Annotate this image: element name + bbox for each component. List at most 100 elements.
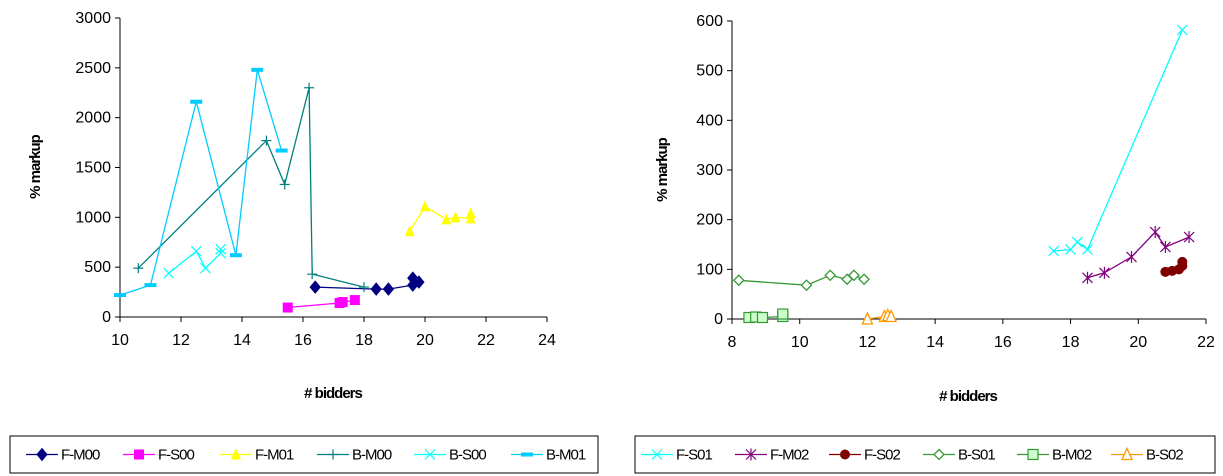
y-tick-label: 100 bbox=[696, 261, 723, 278]
series-F-M02 bbox=[1082, 226, 1195, 284]
data-point bbox=[732, 274, 745, 287]
x-tick-label: 24 bbox=[538, 332, 556, 349]
series-line bbox=[1053, 29, 1183, 252]
data-point bbox=[465, 207, 476, 219]
legend-marker bbox=[521, 452, 533, 457]
legend-item: B-S01 bbox=[923, 447, 996, 464]
legend-item: B-M02 bbox=[1017, 447, 1093, 464]
x-tick-label: 16 bbox=[294, 332, 312, 349]
y-tick-label: 2500 bbox=[75, 60, 111, 77]
data-point bbox=[413, 275, 425, 289]
x-tick-label: 12 bbox=[172, 332, 190, 349]
x-tick-label: 14 bbox=[926, 334, 944, 351]
x-tick-label: 10 bbox=[111, 332, 129, 349]
series-B-M02 bbox=[743, 308, 789, 324]
chart-1: 0 500 1000 1500 2000 2500 3000 10 12 14 16 18 20 22 24… bbox=[9, 10, 599, 474]
data-point bbox=[1048, 245, 1060, 257]
y-tick-label: 1500 bbox=[75, 160, 111, 177]
legend-label: B-M00 bbox=[352, 447, 392, 464]
chart-2: 0 100 200 300 400 500 600 8 10 12 14 16 18 20 22 # bidd… bbox=[634, 13, 1216, 474]
legend-marker bbox=[231, 448, 241, 460]
x-axis-title: # bidders bbox=[939, 388, 997, 405]
data-point bbox=[190, 99, 203, 104]
legend-item: B-S00 bbox=[414, 447, 487, 464]
data-point bbox=[1176, 24, 1188, 36]
data-point bbox=[404, 225, 415, 237]
data-point bbox=[359, 282, 369, 293]
data-point bbox=[1159, 240, 1171, 253]
legend-marker bbox=[933, 448, 945, 461]
x-tick-label: 18 bbox=[1062, 334, 1080, 351]
x-tick-label: 12 bbox=[859, 334, 877, 351]
data-point bbox=[337, 297, 348, 308]
y-axis-title: % markup bbox=[27, 134, 44, 199]
x-axis-title: # bidders bbox=[304, 385, 362, 402]
data-point bbox=[215, 247, 227, 259]
x-tick-label: 14 bbox=[233, 332, 251, 349]
data-point bbox=[199, 262, 211, 274]
x-tick-label: 10 bbox=[791, 334, 809, 351]
data-point bbox=[309, 280, 321, 294]
y-tick-label: 0 bbox=[102, 309, 111, 326]
x-tick-label: 20 bbox=[416, 332, 434, 349]
x-tick-label: 18 bbox=[355, 332, 373, 349]
series-B-S00 bbox=[163, 243, 227, 279]
y-tick-label: 500 bbox=[696, 63, 723, 80]
data-point bbox=[1082, 244, 1093, 255]
series-line bbox=[409, 205, 472, 232]
data-point bbox=[261, 135, 272, 146]
data-point bbox=[777, 308, 789, 320]
data-point bbox=[282, 302, 293, 313]
x-tick-label: 20 bbox=[1129, 334, 1147, 351]
legend-marker bbox=[1027, 448, 1039, 461]
legend: F-M00 F-S00 F-M01 B-M00 B-S00 B-M01 bbox=[9, 435, 599, 474]
legend-label: B-M02 bbox=[1052, 447, 1092, 464]
data-point bbox=[229, 253, 242, 258]
legend: F-S01 F-M02 F-S02 B-S01 B-M02 B-S02 bbox=[634, 435, 1216, 474]
data-point bbox=[251, 67, 264, 72]
legend-label: B-M01 bbox=[546, 447, 586, 464]
data-point bbox=[858, 273, 870, 286]
legend-label: B-S00 bbox=[449, 447, 486, 464]
series-F-S02 bbox=[1160, 256, 1188, 277]
y-tick-label: 500 bbox=[84, 259, 111, 276]
series-line bbox=[1087, 231, 1190, 279]
data-point bbox=[133, 263, 144, 274]
data-point bbox=[420, 200, 430, 212]
series-F-S00 bbox=[282, 295, 360, 313]
x-tick-label: 22 bbox=[1197, 334, 1215, 351]
legend-marker bbox=[134, 449, 144, 460]
y-tick-label: 2000 bbox=[75, 110, 111, 127]
y-tick-label: 600 bbox=[696, 13, 723, 30]
legend-label: F-S00 bbox=[158, 447, 195, 464]
data-point bbox=[382, 282, 395, 296]
data-point bbox=[370, 282, 382, 296]
legend-marker bbox=[840, 449, 850, 460]
series-F-M01 bbox=[404, 200, 476, 237]
data-point bbox=[1071, 236, 1083, 248]
legend-label: F-S02 bbox=[864, 447, 901, 464]
legend-label: F-M02 bbox=[770, 447, 809, 464]
data-point bbox=[800, 279, 813, 292]
y-tick-label: 1000 bbox=[75, 209, 111, 226]
legend-item: B-M01 bbox=[511, 447, 587, 464]
data-point bbox=[450, 211, 461, 223]
legend-marker bbox=[1120, 446, 1134, 461]
legend-item: F-M00 bbox=[26, 447, 101, 464]
data-point bbox=[824, 269, 837, 282]
data-point bbox=[847, 269, 860, 282]
x-tick-label: 16 bbox=[994, 334, 1012, 351]
legend-item: F-M02 bbox=[735, 447, 810, 464]
y-tick-label: 300 bbox=[696, 162, 723, 179]
legend-item: B-S02 bbox=[1111, 446, 1184, 464]
data-point bbox=[279, 179, 290, 190]
data-point bbox=[1183, 231, 1195, 244]
legend-item: F-S01 bbox=[641, 447, 714, 464]
legend-marker bbox=[745, 448, 757, 461]
series-B-S02 bbox=[861, 307, 898, 325]
data-point bbox=[441, 213, 452, 225]
series-B-S01 bbox=[732, 269, 870, 292]
series-F-S01 bbox=[1048, 24, 1188, 257]
data-point bbox=[304, 82, 315, 93]
series-B-M01 bbox=[114, 67, 288, 298]
